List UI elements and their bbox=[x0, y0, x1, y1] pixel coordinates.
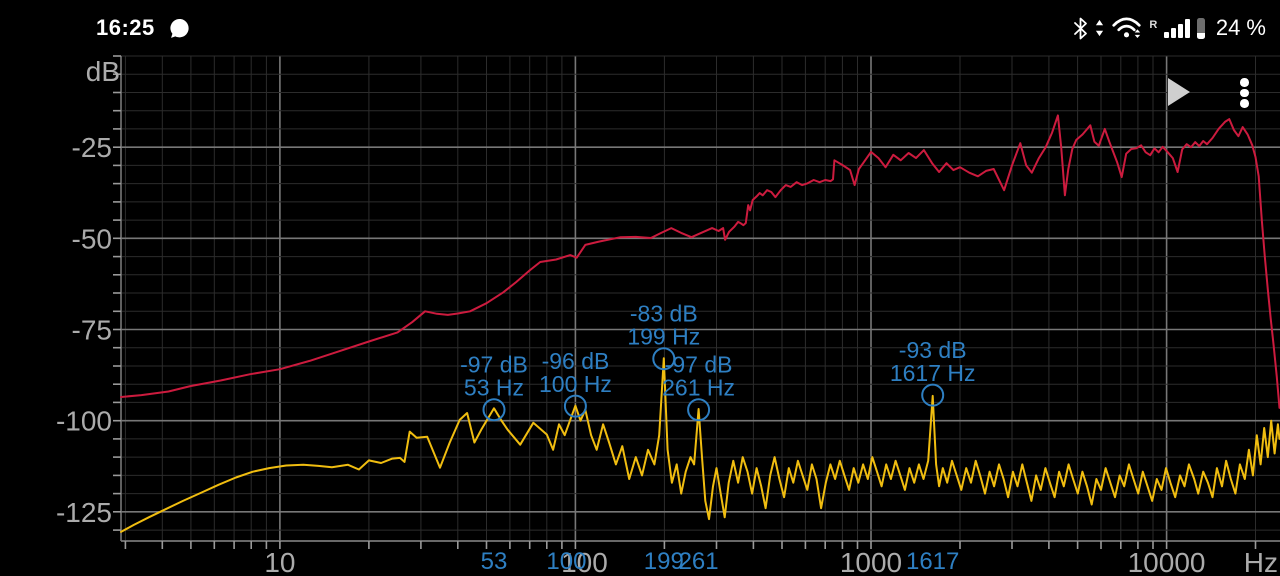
peak-axis-tick-label: 261 bbox=[679, 548, 719, 575]
peak-freq-label: 261 Hz bbox=[662, 375, 735, 401]
menu-dot bbox=[1240, 99, 1249, 108]
peak-db-label: -97 dB bbox=[460, 352, 528, 378]
peak-freq-label: 199 Hz bbox=[627, 324, 700, 350]
axis-labels: 10 100 1000 10000 Hz -25 -50 -75 -100 -125 dB bbox=[56, 56, 1278, 576]
x-axis-tick-label: 10000 bbox=[1128, 547, 1206, 576]
x-axis-tick-label: 1000 bbox=[840, 547, 902, 576]
menu-dot bbox=[1240, 78, 1249, 87]
overflow-menu-button[interactable] bbox=[1240, 78, 1250, 108]
peak-axis-tick-label: 199 bbox=[644, 548, 684, 575]
peak-circle bbox=[652, 347, 676, 371]
status-bar-left: 16:25 bbox=[96, 15, 191, 41]
clock: 16:25 bbox=[96, 15, 155, 40]
peak-db-label: -96 dB bbox=[542, 348, 610, 374]
live-spectrum-trace-yellow bbox=[120, 357, 1280, 533]
peak-axis-tick-label: 1617 bbox=[906, 548, 959, 575]
play-icon bbox=[1168, 78, 1190, 106]
x-axis-tick-label: 10 bbox=[264, 547, 295, 576]
roaming-indicator: R bbox=[1149, 19, 1158, 31]
y-axis-unit-label: dB bbox=[86, 56, 120, 87]
peak-freq-label: 100 Hz bbox=[539, 371, 612, 397]
chat-bubble-icon bbox=[170, 18, 189, 38]
peak-circle bbox=[482, 398, 506, 422]
play-button[interactable] bbox=[1168, 78, 1194, 108]
x-axis-unit-label: Hz bbox=[1244, 547, 1278, 576]
max-hold-trace-red bbox=[120, 114, 1280, 409]
status-bar-right: R 24 % bbox=[1073, 15, 1266, 41]
bluetooth-arrows-icon bbox=[1096, 19, 1104, 37]
peak-circle bbox=[921, 383, 945, 407]
spectrum-traces bbox=[120, 114, 1280, 533]
y-axis-tick-label: -25 bbox=[72, 132, 112, 163]
axis-ticks bbox=[113, 55, 1257, 549]
y-axis-tick-label: -125 bbox=[56, 497, 112, 528]
peak-freq-label: 53 Hz bbox=[464, 375, 524, 401]
peak-freq-label: 1617 Hz bbox=[890, 360, 976, 386]
y-axis-tick-label: -75 bbox=[72, 314, 112, 345]
peak-circle bbox=[563, 394, 587, 418]
peak-db-label: -97 dB bbox=[665, 352, 733, 378]
battery-percent: 24 % bbox=[1215, 15, 1266, 40]
status-bar[interactable]: 16:25 R 24 bbox=[0, 0, 1280, 56]
wifi-icon bbox=[1112, 17, 1142, 39]
peak-axis-tick-label: 100 bbox=[546, 548, 586, 575]
signal-strength-icon bbox=[1164, 18, 1190, 38]
menu-dot bbox=[1240, 88, 1249, 97]
peak-db-label: -93 dB bbox=[899, 337, 967, 363]
bluetooth-icon bbox=[1074, 17, 1088, 39]
peak-axis-tick-label: 53 bbox=[481, 548, 508, 575]
grid-lines bbox=[120, 55, 1280, 542]
y-axis-tick-label: -100 bbox=[56, 406, 112, 437]
x-axis-tick-label: 100 bbox=[561, 547, 608, 576]
peak-circle bbox=[687, 398, 711, 422]
y-axis-tick-label: -50 bbox=[72, 223, 112, 254]
battery-icon bbox=[1196, 17, 1205, 39]
peak-db-label: -83 dB bbox=[630, 301, 698, 327]
